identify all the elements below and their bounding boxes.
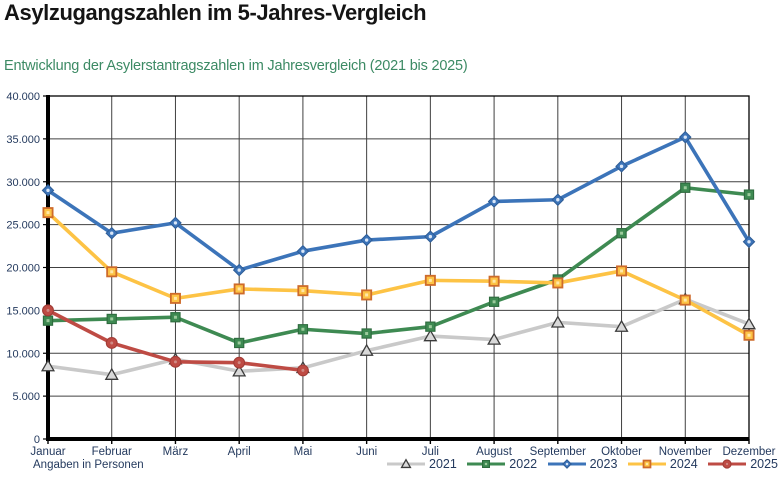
- chart-subtitle: Entwicklung der Asylerstantragszahlen im…: [4, 58, 468, 74]
- y-tick-label: 5.000: [12, 391, 40, 403]
- series-2022-line: [46, 185, 751, 345]
- series-2021-marker: [550, 315, 565, 328]
- series-2021-line: [46, 297, 751, 377]
- series-2021-marker: [487, 332, 502, 345]
- legend-item-2021: 2021: [386, 457, 457, 471]
- series-2021-marker: [400, 458, 412, 469]
- y-tick-label: 15.000: [6, 305, 40, 317]
- chart-legend: 2021 2022 2023 2024 2025: [386, 457, 778, 471]
- page-title: Asylzugangszahlen im 5-Jahres-Vergleich: [4, 0, 427, 25]
- legend-item-2023: 2023: [547, 457, 618, 471]
- x-tick-label: Juni: [356, 446, 377, 458]
- x-tick-label: Januar: [30, 446, 65, 458]
- chart-footnote: Angaben in Personen: [33, 459, 144, 471]
- x-tick-label: Juli: [422, 446, 439, 458]
- y-tick-label: 10.000: [6, 348, 40, 360]
- legend-item-2022: 2022: [466, 457, 537, 471]
- y-tick-label: 30.000: [6, 177, 40, 189]
- legend-marker-2021: [387, 458, 425, 469]
- legend-label-2024: 2024: [669, 457, 698, 471]
- series-2021-marker: [104, 367, 119, 380]
- series-2021-marker: [741, 317, 757, 330]
- legend-item-2025: 2025: [707, 457, 778, 471]
- legend-item-2024: 2024: [627, 457, 698, 471]
- x-tick-label: September: [530, 446, 586, 458]
- y-tick-label: 25.000: [6, 220, 40, 232]
- x-tick-label: August: [476, 446, 513, 458]
- y-tick-label: 20.000: [6, 263, 40, 275]
- x-tick-label: Oktober: [601, 446, 642, 458]
- x-tick-label: April: [228, 446, 251, 458]
- legend-label-2021: 2021: [429, 457, 457, 471]
- y-tick-label: 40.000: [6, 91, 40, 103]
- x-tick-label: November: [659, 446, 712, 458]
- series-2021-marker: [359, 343, 374, 356]
- series-2021-marker: [40, 359, 56, 372]
- legend-marker-2025: [708, 459, 747, 469]
- y-tick-label: 35.000: [6, 134, 40, 146]
- x-tick-label: Februar: [92, 446, 132, 458]
- legend-label-2023: 2023: [589, 457, 618, 471]
- x-tick-label: Dezember: [722, 446, 775, 458]
- legend-marker-2023: [547, 459, 586, 469]
- legend-marker-2022: [467, 459, 506, 469]
- legend-label-2022: 2022: [509, 457, 538, 471]
- x-tick-label: März: [163, 446, 189, 458]
- series-2021-marker: [614, 319, 629, 332]
- series-2021-marker: [232, 364, 247, 377]
- series-2023-line: [46, 135, 751, 272]
- x-tick-label: Mai: [294, 446, 313, 458]
- series-2024-line: [46, 210, 751, 338]
- series-2021-marker: [423, 329, 438, 342]
- legend-label-2025: 2025: [750, 457, 778, 471]
- y-tick-label: 0: [34, 434, 40, 446]
- legend-marker-2024: [627, 459, 666, 469]
